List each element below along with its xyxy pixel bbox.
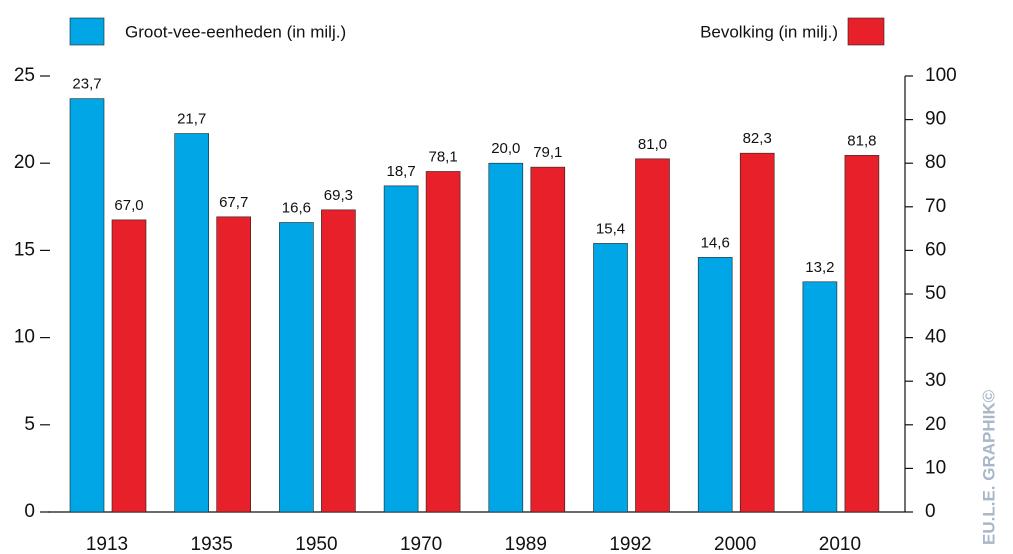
bar xyxy=(802,281,838,513)
legend-label: Groot-vee-eenheden (in milj.) xyxy=(125,22,346,41)
y-tick-label: 0 xyxy=(24,501,35,522)
x-tick-label: 1989 xyxy=(505,534,547,554)
value-label: 16,6 xyxy=(282,199,311,216)
value-label: 81,8 xyxy=(847,132,876,149)
y2-tick-label: 50 xyxy=(925,283,946,304)
value-label: 69,3 xyxy=(324,187,353,204)
value-label: 78,1 xyxy=(428,148,457,165)
y2-tick-label: 30 xyxy=(925,370,946,391)
y2-tick-label: 40 xyxy=(925,327,946,348)
bar xyxy=(321,209,356,513)
y-tick-label: 10 xyxy=(14,327,35,348)
value-label: 82,3 xyxy=(743,130,772,147)
bar xyxy=(69,98,105,513)
y2-tick-label: 60 xyxy=(925,239,946,260)
x-tick-label: 1970 xyxy=(400,534,442,554)
y-tick-label: 5 xyxy=(24,414,35,435)
bar xyxy=(425,171,461,513)
y-tick-label: 20 xyxy=(14,152,35,173)
y2-tick-label: 20 xyxy=(925,414,946,435)
bar xyxy=(383,185,419,513)
x-tick-label: 1992 xyxy=(609,534,651,554)
x-tick-label: 1935 xyxy=(191,534,233,554)
bar xyxy=(279,222,314,513)
y2-tick-label: 80 xyxy=(925,152,946,173)
bar xyxy=(111,219,147,513)
value-label: 67,7 xyxy=(219,194,248,211)
y2-tick-label: 90 xyxy=(925,109,946,130)
bar xyxy=(593,243,628,513)
y-tick-label: 25 xyxy=(14,65,35,86)
y-tick-label: 15 xyxy=(14,239,35,260)
legend-swatch xyxy=(69,17,105,46)
value-label: 79,1 xyxy=(533,144,562,161)
bar xyxy=(739,152,775,513)
bar xyxy=(216,216,251,513)
value-label: 81,0 xyxy=(638,136,667,153)
watermark: EU.L.E. GRAPHIK© xyxy=(979,389,998,545)
value-label: 67,0 xyxy=(114,197,143,214)
x-tick-label: 2000 xyxy=(714,534,756,554)
x-tick-label: 1950 xyxy=(295,534,337,554)
value-label: 18,7 xyxy=(386,163,415,180)
x-tick-label: 1913 xyxy=(86,534,128,554)
x-tick-label: 2010 xyxy=(819,534,861,554)
y2-tick-label: 70 xyxy=(925,196,946,217)
value-label: 21,7 xyxy=(177,111,206,128)
bar xyxy=(488,162,524,513)
y2-tick-label: 0 xyxy=(925,501,936,522)
bar xyxy=(844,155,880,513)
bar xyxy=(530,166,566,513)
bar xyxy=(174,133,209,513)
value-label: 13,2 xyxy=(805,259,834,276)
bar xyxy=(635,158,670,513)
value-label: 15,4 xyxy=(596,220,625,237)
value-label: 20,0 xyxy=(491,140,520,157)
value-label: 23,7 xyxy=(72,76,101,93)
y2-tick-label: 100 xyxy=(925,65,957,86)
legend-swatch xyxy=(847,17,885,46)
y2-tick-label: 10 xyxy=(925,457,946,478)
legend-label: Bevolking (in milj.) xyxy=(700,22,838,41)
bar xyxy=(697,257,733,513)
value-label: 14,6 xyxy=(701,234,730,251)
